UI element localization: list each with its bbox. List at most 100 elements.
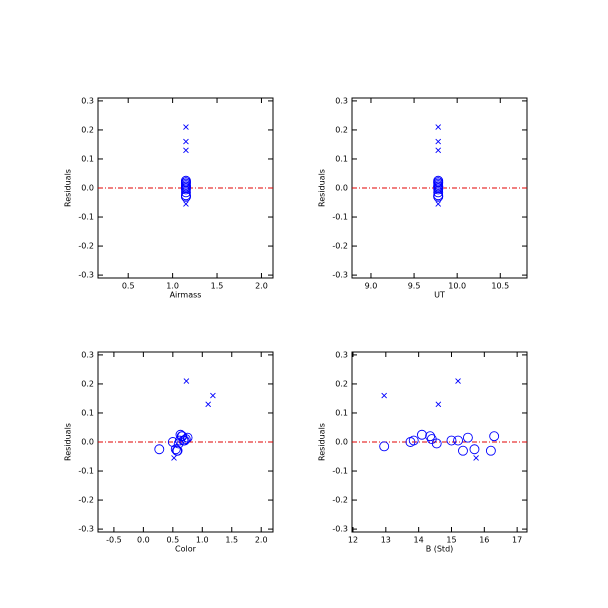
cross-point bbox=[210, 392, 216, 399]
y-tick-label: 0.0 bbox=[335, 438, 348, 447]
y-tick-label: -0.1 bbox=[332, 213, 348, 222]
y-tick-label: 0.3 bbox=[335, 350, 348, 359]
y-tick-label: 0.0 bbox=[81, 438, 94, 447]
cross-point bbox=[183, 124, 189, 130]
x-tick-label: 10.5 bbox=[491, 282, 509, 291]
cross-point bbox=[171, 455, 177, 461]
x-tick-label: 16 bbox=[479, 536, 489, 545]
y-tick-label: 0.1 bbox=[335, 154, 348, 163]
circle-point bbox=[446, 435, 457, 446]
circle-point bbox=[416, 429, 427, 440]
circle-point bbox=[180, 177, 191, 188]
panel: -0.3 -0.2 -0.1 0.0 0.1 0.2 0.3 0.5 1.0 1.5 2.0 Airm… bbox=[64, 96, 274, 300]
panel: -0.3 -0.2 -0.1 0.0 0.1 0.2 0.3 9.0 9.5 10.0 10.5 UT… bbox=[318, 96, 528, 300]
y-tick-label: 0.2 bbox=[81, 379, 94, 388]
y-axis-label: Residuals bbox=[318, 169, 327, 207]
y-tick-label: -0.3 bbox=[332, 271, 348, 280]
y-tick-label: 0.2 bbox=[335, 379, 348, 388]
circle-point bbox=[469, 444, 480, 455]
x-tick-label: 0.5 bbox=[122, 282, 135, 291]
circle-point bbox=[458, 445, 468, 456]
circle-point bbox=[433, 191, 444, 202]
y-tick-label: 0.1 bbox=[81, 154, 94, 163]
panel: -0.3 -0.2 -0.1 0.0 0.1 0.2 0.3 -0.5 0.0 0.5 1.0 1.5… bbox=[64, 350, 274, 554]
circle-point bbox=[182, 432, 193, 443]
cross-point bbox=[435, 401, 442, 408]
cross-point bbox=[183, 138, 189, 145]
x-tick-label: 14 bbox=[414, 536, 424, 545]
y-axis-label: Residuals bbox=[318, 423, 327, 461]
circle-point bbox=[453, 435, 464, 446]
x-tick-label: 13 bbox=[381, 536, 391, 545]
y-tick-label: 0.3 bbox=[81, 96, 94, 105]
circle-point bbox=[180, 191, 191, 202]
y-tick-label: 0.0 bbox=[335, 184, 348, 193]
y-tick-label: -0.2 bbox=[332, 242, 348, 251]
cross-point bbox=[435, 147, 442, 154]
y-tick-label: -0.1 bbox=[78, 467, 94, 476]
cross-point bbox=[473, 455, 479, 461]
y-tick-label: -0.2 bbox=[332, 496, 348, 505]
x-tick-label: 17 bbox=[512, 536, 522, 545]
y-tick-label: -0.2 bbox=[78, 242, 94, 251]
panel: -0.3 -0.2 -0.1 0.0 0.1 0.2 0.3 12 13 14 15 16 17 B (S… bbox=[318, 350, 528, 554]
x-tick-label: 0.0 bbox=[137, 536, 150, 545]
x-tick-label: 1.0 bbox=[166, 282, 179, 291]
circle-point bbox=[485, 445, 496, 456]
y-axis-label: Residuals bbox=[64, 423, 73, 461]
circle-point bbox=[433, 177, 444, 188]
cross-point bbox=[455, 378, 461, 384]
x-axis-label: Color bbox=[175, 545, 197, 554]
x-tick-label: 1.5 bbox=[211, 282, 224, 291]
y-axis-label: Residuals bbox=[64, 169, 73, 207]
y-tick-label: 0.3 bbox=[335, 96, 348, 105]
y-tick-label: 0.2 bbox=[81, 125, 94, 134]
circle-point bbox=[176, 431, 187, 442]
x-tick-label: 1.5 bbox=[225, 536, 238, 545]
circle-point bbox=[379, 441, 390, 452]
x-tick-label: 10.0 bbox=[448, 282, 466, 291]
x-axis-label: Airmass bbox=[170, 291, 202, 300]
cross-point bbox=[183, 378, 190, 384]
x-axis-label: UT bbox=[434, 291, 445, 300]
x-tick-label: -0.5 bbox=[106, 536, 122, 545]
x-tick-label: 15 bbox=[446, 536, 456, 545]
circle-point bbox=[489, 431, 500, 442]
y-tick-label: -0.1 bbox=[78, 213, 94, 222]
x-axis-label: B (Std) bbox=[426, 545, 454, 554]
circle-point bbox=[408, 435, 419, 446]
y-tick-label: 0.0 bbox=[81, 184, 94, 193]
y-tick-label: 0.1 bbox=[81, 408, 94, 417]
cross-point bbox=[435, 124, 442, 130]
y-tick-label: 0.2 bbox=[335, 125, 348, 134]
circle-point bbox=[425, 431, 436, 442]
cross-point bbox=[435, 138, 442, 145]
x-tick-label: 2.0 bbox=[255, 536, 268, 545]
y-tick-label: -0.2 bbox=[78, 496, 94, 505]
circle-point bbox=[462, 432, 473, 443]
cross-point bbox=[205, 401, 212, 408]
x-tick-label: 9.0 bbox=[365, 282, 378, 291]
y-tick-label: -0.3 bbox=[332, 525, 348, 534]
cross-point bbox=[381, 392, 387, 399]
x-tick-label: 1.0 bbox=[196, 536, 209, 545]
circle-point bbox=[172, 445, 183, 456]
circle-point bbox=[154, 444, 165, 455]
circle-point bbox=[433, 184, 444, 195]
cross-point bbox=[183, 147, 189, 154]
x-tick-label: 9.5 bbox=[408, 282, 421, 291]
cross-point bbox=[183, 201, 189, 207]
x-tick-label: 12 bbox=[348, 536, 358, 545]
y-tick-label: -0.1 bbox=[332, 467, 348, 476]
y-tick-label: -0.3 bbox=[78, 271, 94, 280]
cross-point bbox=[435, 201, 442, 207]
y-tick-label: -0.3 bbox=[78, 525, 94, 534]
circle-point bbox=[180, 184, 191, 195]
x-tick-label: 2.0 bbox=[255, 282, 268, 291]
y-tick-label: 0.1 bbox=[335, 408, 348, 417]
circle-point bbox=[167, 437, 178, 447]
circle-point bbox=[170, 444, 181, 455]
y-tick-label: 0.3 bbox=[81, 350, 94, 359]
circle-point bbox=[173, 438, 184, 449]
